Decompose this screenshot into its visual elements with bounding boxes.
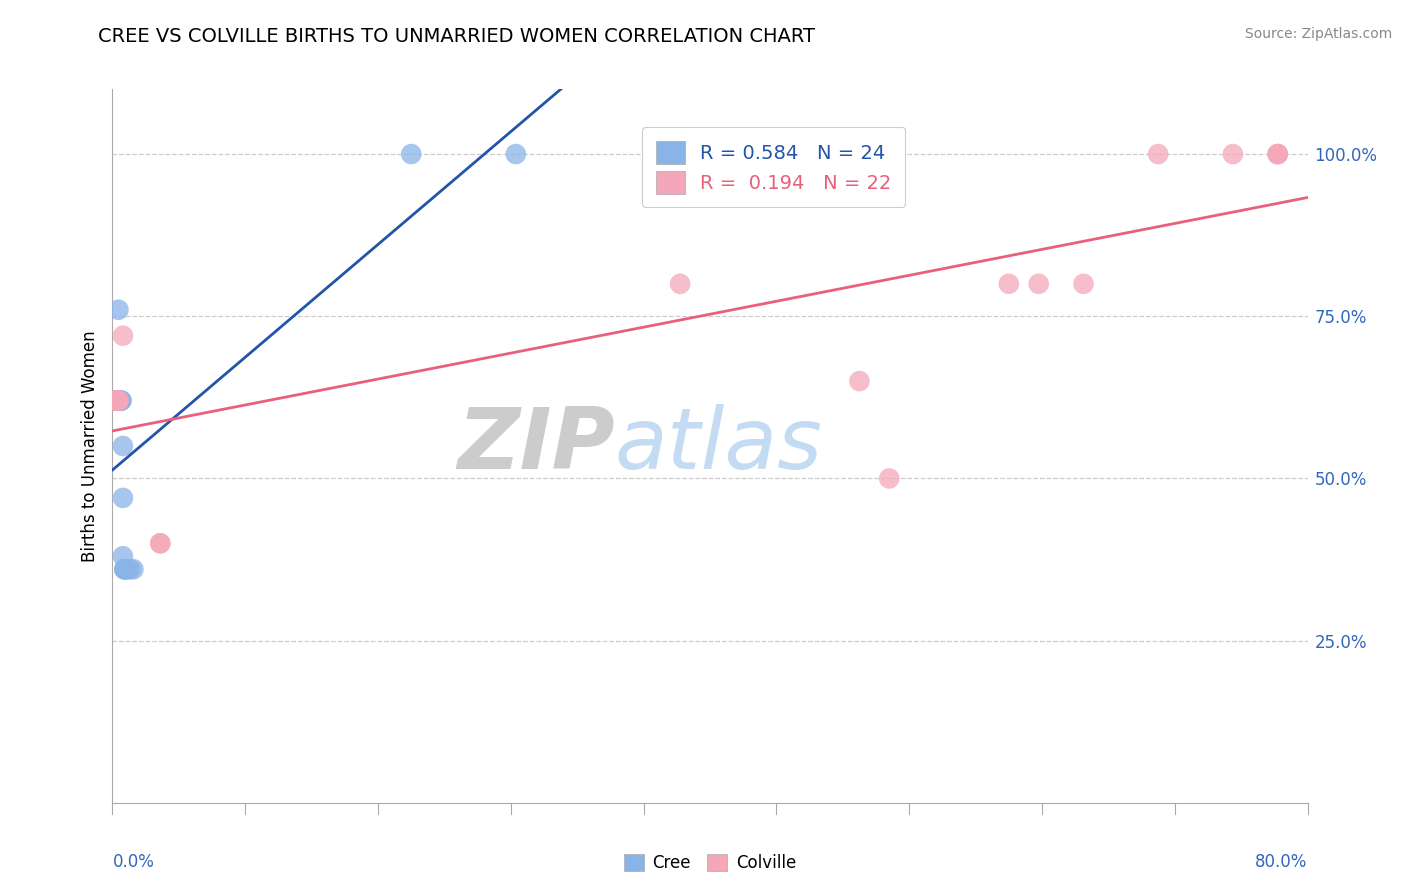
Text: 80.0%: 80.0% xyxy=(1256,853,1308,871)
Point xyxy=(105,393,128,408)
Point xyxy=(107,393,129,408)
Point xyxy=(104,393,127,408)
Point xyxy=(1147,147,1170,161)
Point xyxy=(105,393,128,408)
Point xyxy=(120,562,142,576)
Point xyxy=(114,562,135,576)
Point xyxy=(104,393,127,408)
Point xyxy=(1267,147,1289,161)
Point xyxy=(669,277,692,291)
Point xyxy=(1028,277,1050,291)
Point xyxy=(108,393,131,408)
Point xyxy=(110,393,132,408)
Text: ZIP: ZIP xyxy=(457,404,614,488)
Text: atlas: atlas xyxy=(614,404,823,488)
Point xyxy=(115,562,138,576)
Point xyxy=(998,277,1021,291)
Point xyxy=(848,374,870,388)
Point xyxy=(114,562,135,576)
Point xyxy=(111,328,134,343)
Point xyxy=(107,393,129,408)
Point xyxy=(149,536,172,550)
Point xyxy=(107,302,129,317)
Point xyxy=(111,439,134,453)
Point xyxy=(105,393,128,408)
Point xyxy=(105,393,128,408)
Point xyxy=(1267,147,1289,161)
Point xyxy=(117,562,139,576)
Point xyxy=(107,393,129,408)
Point xyxy=(149,536,172,550)
Point xyxy=(401,147,423,161)
Point xyxy=(1267,147,1289,161)
Point xyxy=(108,393,131,408)
Point xyxy=(122,562,145,576)
Point xyxy=(108,393,131,408)
Point xyxy=(111,491,134,505)
Text: Source: ZipAtlas.com: Source: ZipAtlas.com xyxy=(1244,27,1392,41)
Point xyxy=(1073,277,1095,291)
Point xyxy=(105,393,128,408)
Point xyxy=(110,393,132,408)
Text: CREE VS COLVILLE BIRTHS TO UNMARRIED WOMEN CORRELATION CHART: CREE VS COLVILLE BIRTHS TO UNMARRIED WOM… xyxy=(98,27,815,45)
Point xyxy=(1222,147,1244,161)
Point xyxy=(105,393,128,408)
Point xyxy=(105,393,128,408)
Y-axis label: Births to Unmarried Women: Births to Unmarried Women xyxy=(80,330,98,562)
Legend: Cree, Colville: Cree, Colville xyxy=(616,846,804,880)
Text: 0.0%: 0.0% xyxy=(112,853,155,871)
Point xyxy=(104,393,127,408)
Point xyxy=(505,147,527,161)
Point xyxy=(879,471,901,485)
Point xyxy=(104,393,127,408)
Point xyxy=(114,562,135,576)
Point xyxy=(111,549,134,564)
